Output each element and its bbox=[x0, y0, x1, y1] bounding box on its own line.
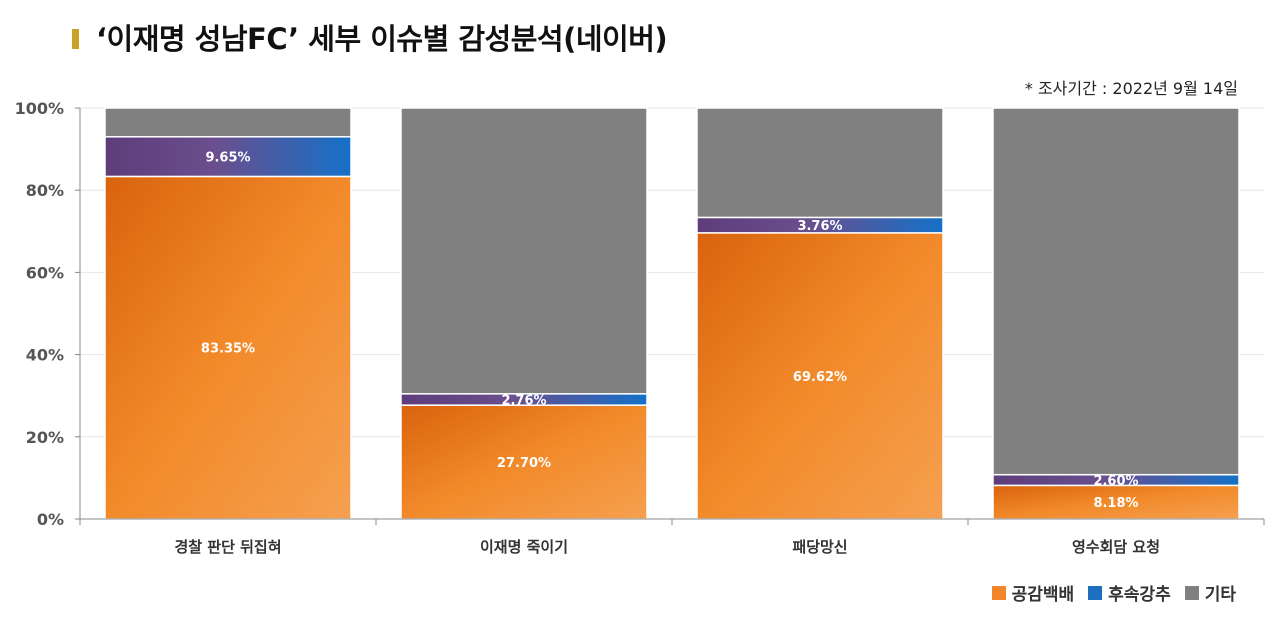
data-label-followup: 2.76% bbox=[501, 393, 546, 408]
legend-swatch-other bbox=[1184, 585, 1199, 600]
bar-segment-empathy bbox=[400, 404, 648, 520]
bar-segment-empathy bbox=[696, 232, 944, 520]
y-tick-label: 0% bbox=[37, 510, 64, 529]
legend-label-other: 기타 bbox=[1204, 585, 1236, 605]
bar-segment-other bbox=[104, 107, 352, 138]
survey-period-note: * 조사기간 : 2022년 9월 14일 bbox=[1024, 79, 1238, 98]
bar-segment-other bbox=[992, 107, 1240, 476]
legend-item-empathy: 공감백배 bbox=[991, 580, 1075, 605]
y-tick-label: 100% bbox=[15, 99, 64, 118]
y-tick-label: 20% bbox=[26, 428, 64, 447]
data-label-followup: 2.60% bbox=[1093, 474, 1138, 489]
legend: 공감백배 후속강추 기타 bbox=[991, 580, 1236, 605]
stacked-bar-chart: 83.35% 9.65% 27.70% 2.76% 69.62% 3.76% 8.18% 2.… bbox=[15, 99, 1265, 556]
chart-title: ‘이재명 성남FC’ 세부 이슈별 감성분석(네이버) bbox=[96, 22, 668, 56]
legend-label-followup: 후속강추 bbox=[1108, 585, 1171, 605]
data-label-followup: 3.76% bbox=[797, 219, 842, 234]
legend-label-empathy: 공감백배 bbox=[1011, 585, 1075, 605]
legend-item-other: 기타 bbox=[1184, 580, 1236, 605]
x-category-label: 패당망신 bbox=[792, 538, 847, 556]
bar-segment-followup bbox=[104, 136, 352, 178]
bar-segment-empathy bbox=[992, 484, 1240, 520]
bar-segment-other bbox=[400, 107, 648, 395]
data-label-followup: 9.65% bbox=[205, 151, 250, 166]
x-category-label: 이재명 죽이기 bbox=[480, 538, 568, 556]
bar-segment-empathy bbox=[104, 175, 352, 520]
legend-swatch-empathy bbox=[991, 585, 1006, 600]
data-label-empathy: 83.35% bbox=[201, 342, 255, 357]
y-tick-label: 40% bbox=[26, 346, 64, 365]
data-label-empathy: 8.18% bbox=[1093, 496, 1138, 511]
data-label-empathy: 27.70% bbox=[497, 456, 551, 471]
legend-item-followup: 후속강추 bbox=[1088, 580, 1171, 605]
x-category-label: 영수회담 요청 bbox=[1072, 538, 1160, 556]
x-category-label: 경찰 판단 뒤집혀 bbox=[174, 538, 281, 556]
legend-swatch-followup bbox=[1088, 585, 1103, 600]
y-tick-label: 80% bbox=[26, 181, 64, 200]
y-tick-label: 60% bbox=[26, 263, 64, 282]
data-label-empathy: 69.62% bbox=[793, 370, 847, 385]
title-accent-bar bbox=[72, 29, 79, 49]
bar-segment-other bbox=[696, 107, 944, 219]
